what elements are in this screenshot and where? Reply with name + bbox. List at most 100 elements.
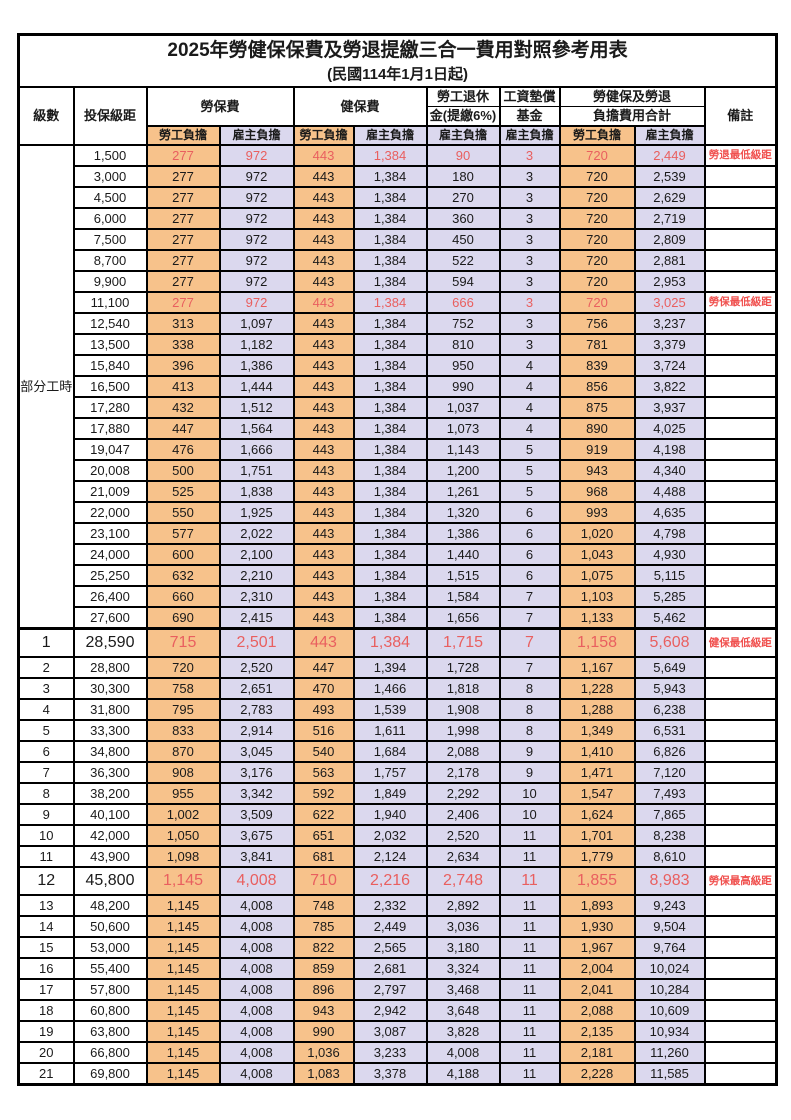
remark-cell [703, 375, 778, 398]
bracket-cell: 1,500 [72, 144, 148, 167]
remark-cell [703, 894, 778, 917]
health-ins-employer-cell: 1,384 [352, 522, 428, 545]
health-ins-employer-cell: 1,384 [352, 480, 428, 503]
level-cell: 21 [17, 1062, 75, 1086]
wage-fund-employer-cell: 9 [498, 761, 561, 784]
bracket-cell: 31,800 [72, 698, 148, 721]
total-employee-cell: 1,967 [558, 936, 636, 959]
labor-ins-employee-cell: 690 [145, 606, 221, 630]
header-row-shares: 勞工負擔 雇主負擔 勞工負擔 雇主負擔 雇主負擔 雇主負擔 勞工負擔 雇主負擔 [19, 125, 777, 146]
col-header-total-line2: 負擔費用合計 [558, 106, 706, 127]
pension-employer-cell: 3,324 [425, 957, 501, 980]
health-ins-employee-cell: 1,036 [292, 1041, 355, 1064]
pension-employer-cell: 1,320 [425, 501, 501, 524]
wage-fund-employer-cell: 11 [498, 894, 561, 917]
total-employee-cell: 1,349 [558, 719, 636, 742]
pension-employer-cell: 594 [425, 270, 501, 293]
bracket-cell: 48,200 [72, 894, 148, 917]
labor-ins-employee-cell: 1,145 [145, 978, 221, 1001]
wage-fund-employer-cell: 3 [498, 333, 561, 356]
health-ins-employer-cell: 3,233 [352, 1041, 428, 1064]
bracket-cell: 69,800 [72, 1062, 148, 1086]
total-employee-cell: 856 [558, 375, 636, 398]
labor-ins-employee-cell: 277 [145, 186, 221, 209]
bracket-cell: 3,000 [72, 165, 148, 188]
wage-fund-employer-cell: 3 [498, 165, 561, 188]
total-employee-cell: 875 [558, 396, 636, 419]
remark-cell: 勞退最低級距 [703, 144, 778, 167]
total-employee-cell: 720 [558, 165, 636, 188]
wage-fund-employer-cell: 11 [498, 936, 561, 959]
health-ins-employee-cell: 1,083 [292, 1062, 355, 1086]
labor-ins-employer-cell: 2,651 [218, 677, 295, 700]
remark-cell [703, 698, 778, 721]
total-employer-cell: 7,493 [633, 782, 706, 805]
remark-cell [703, 761, 778, 784]
wage-fund-employer-cell: 11 [498, 1020, 561, 1043]
total-employee-cell: 1,075 [558, 564, 636, 587]
table-row: 22,000 550 1,925 443 1,384 1,320 6 993 4,635 [19, 501, 778, 524]
health-ins-employer-cell: 1,384 [352, 606, 428, 630]
health-ins-employer-cell: 2,942 [352, 999, 428, 1022]
pension-employer-cell: 522 [425, 249, 501, 272]
health-ins-employee-cell: 493 [292, 698, 355, 721]
health-ins-employee-cell: 990 [292, 1020, 355, 1043]
wage-fund-employer-cell: 7 [498, 656, 561, 679]
labor-ins-employer-cell: 1,512 [218, 396, 295, 419]
total-employer-cell: 9,764 [633, 936, 706, 959]
remark-cell [703, 501, 778, 524]
wage-fund-employer-cell: 3 [498, 312, 561, 335]
remark-cell: 勞保最低級距 [703, 291, 778, 314]
level-cell: 17 [17, 978, 75, 1001]
health-ins-employee-cell: 443 [292, 459, 355, 482]
health-ins-employer-cell: 2,216 [352, 866, 428, 896]
total-employer-cell: 11,260 [633, 1041, 706, 1064]
total-employer-cell: 5,943 [633, 677, 706, 700]
wage-fund-employer-cell: 4 [498, 354, 561, 377]
health-ins-employer-cell: 1,384 [352, 186, 428, 209]
page-title: 2025年勞健保保費及勞退提繳三合一費用對照參考用表 [167, 39, 628, 61]
remark-cell [703, 459, 778, 482]
labor-ins-employee-cell: 1,145 [145, 915, 221, 938]
table-row: 9 40,100 1,002 3,509 622 1,940 2,406 10 1,624 7,8… [17, 803, 778, 826]
total-employer-cell: 3,237 [633, 312, 706, 335]
total-employer-cell: 10,609 [633, 999, 706, 1022]
pension-employer-cell: 360 [425, 207, 501, 230]
level-cell: 19 [17, 1020, 75, 1043]
remark-cell [703, 333, 778, 356]
table-row: 20 66,800 1,145 4,008 1,036 3,233 4,008 11 2,181… [17, 1041, 778, 1064]
total-employer-cell: 5,285 [633, 585, 706, 608]
health-ins-employer-cell: 1,384 [352, 333, 428, 356]
health-ins-employee-cell: 443 [292, 144, 355, 167]
bracket-cell: 42,000 [72, 824, 148, 847]
labor-ins-employer-cell: 2,310 [218, 585, 295, 608]
labor-ins-employee-cell: 432 [145, 396, 221, 419]
subheader-total-employee: 勞工負擔 [558, 125, 636, 146]
health-ins-employer-cell: 1,466 [352, 677, 428, 700]
col-header-wage-fund-line1: 工資墊償 [498, 86, 561, 107]
pension-employer-cell: 270 [425, 186, 501, 209]
pension-employer-cell: 2,178 [425, 761, 501, 784]
labor-ins-employee-cell: 500 [145, 459, 221, 482]
total-employee-cell: 890 [558, 417, 636, 440]
pension-employer-cell: 950 [425, 354, 501, 377]
total-employee-cell: 2,004 [558, 957, 636, 980]
table-row: 17 57,800 1,145 4,008 896 2,797 3,468 11 2,041 10… [17, 978, 778, 1001]
labor-ins-employer-cell: 4,008 [218, 957, 295, 980]
bracket-cell: 12,540 [72, 312, 148, 335]
level-cell: 5 [17, 719, 75, 742]
remark-cell [703, 564, 778, 587]
health-ins-employer-cell: 2,449 [352, 915, 428, 938]
level-cell: 2 [17, 656, 75, 679]
total-employee-cell: 1,043 [558, 543, 636, 566]
labor-ins-employee-cell: 277 [145, 270, 221, 293]
remark-cell [703, 417, 778, 440]
subheader-labor-employer: 雇主負擔 [218, 125, 295, 146]
table-row: 5 33,300 833 2,914 516 1,611 1,998 8 1,349 6,531 [17, 719, 778, 742]
remark-cell [703, 606, 778, 630]
wage-fund-employer-cell: 6 [498, 522, 561, 545]
labor-ins-employer-cell: 972 [218, 207, 295, 230]
labor-ins-employer-cell: 4,008 [218, 1020, 295, 1043]
total-employee-cell: 1,167 [558, 656, 636, 679]
pension-employer-cell: 4,188 [425, 1062, 501, 1086]
